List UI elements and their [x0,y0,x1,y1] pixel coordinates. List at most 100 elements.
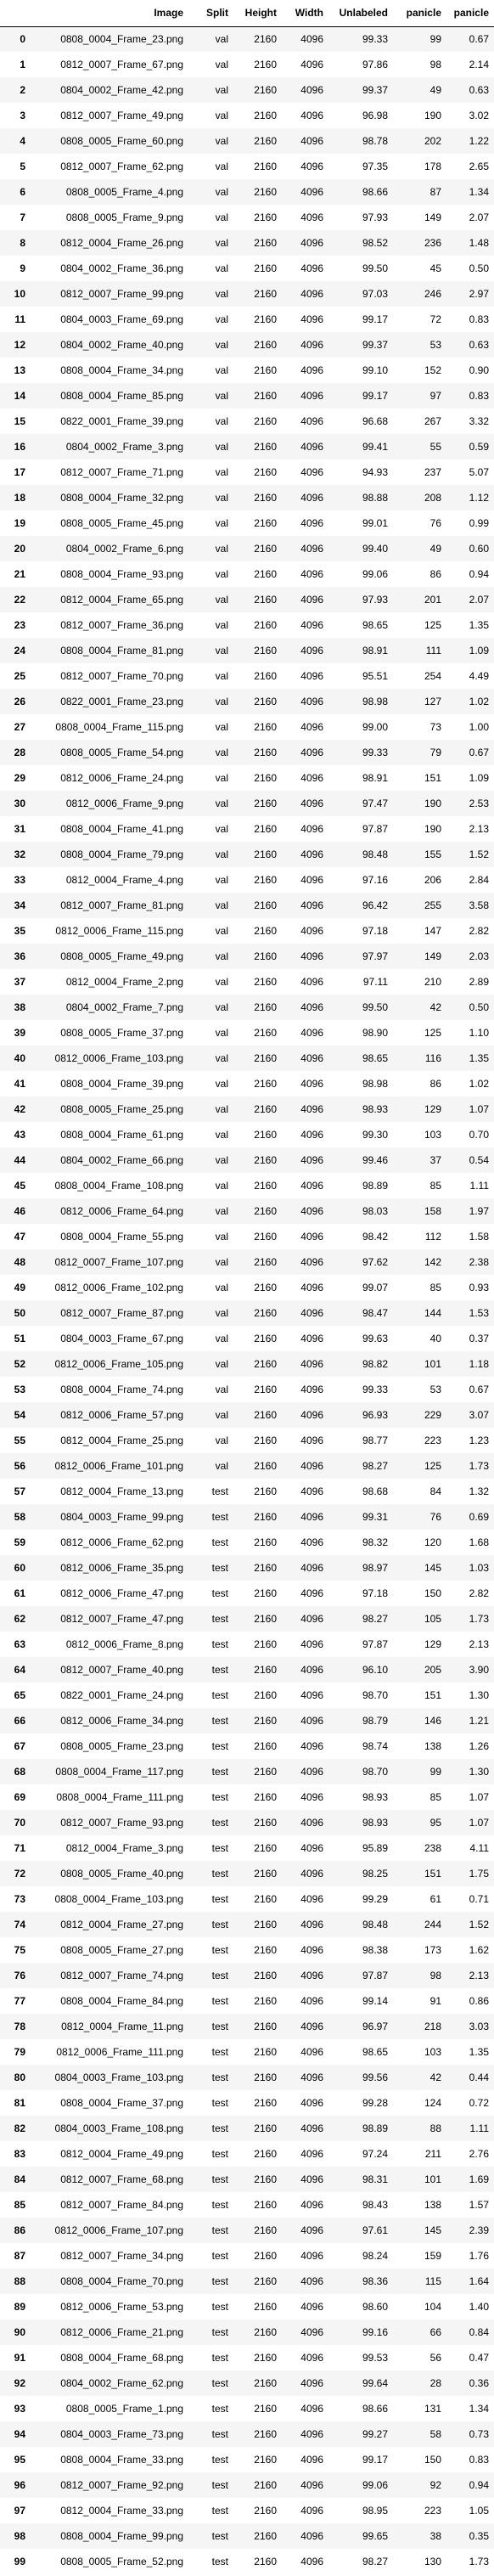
panicle-percent-cell: 1.12 [469,492,489,504]
unlabeled-cell: 99.65 [362,2530,388,2542]
panicle-count-cell: 86 [429,1078,441,1090]
panicle-percent-cell: 2.07 [469,211,489,223]
split-cell: val [215,1358,228,1370]
image-cell: 0812_0006_Frame_111.png [56,2046,183,2058]
panicle-percent-cell: 1.52 [469,848,489,860]
height-cell: 2160 [254,976,277,988]
width-cell: 4096 [300,135,323,147]
width-cell: 4096 [300,161,323,172]
height-cell: 2160 [254,415,277,427]
table-row: 5 0812_0007_Frame_62.png val 2160 4096 97.35 1… [0,154,494,179]
panicle-percent-cell: 1.05 [469,2505,489,2517]
row-index: 10 [14,288,25,300]
table-row: 43 0808_0004_Frame_61.png val 2160 4096 99.30… [0,1122,494,1147]
height-cell: 2160 [254,696,277,707]
panicle-count-cell: 267 [424,415,441,427]
panicle-count-cell: 38 [429,2530,441,2542]
height-cell: 2160 [254,1919,277,1931]
table-row: 25 0812_0007_Frame_70.png val 2160 4096 95.51… [0,663,494,689]
width-cell: 4096 [300,925,323,937]
row-index: 1 [20,59,25,70]
height-cell: 2160 [254,1715,277,1727]
panicle-count-cell: 129 [424,1638,441,1650]
panicle-percent-cell: 1.00 [469,721,489,733]
row-index: 65 [14,1689,25,1701]
row-index: 74 [14,1919,25,1931]
height-cell: 2160 [254,721,277,733]
panicle-count-cell: 246 [424,288,441,300]
width-cell: 4096 [300,1103,323,1115]
image-cell: 0808_0004_Frame_34.png [60,364,183,376]
image-cell: 0808_0004_Frame_39.png [60,1078,183,1090]
split-cell: test [211,2072,228,2083]
table-row: 9 0804_0002_Frame_36.png val 2160 4096 99.50 4… [0,256,494,281]
unlabeled-cell: 97.93 [362,594,388,606]
table-row: 28 0808_0005_Frame_54.png val 2160 4096 99.33… [0,740,494,765]
image-cell: 0808_0005_Frame_54.png [60,747,183,758]
table-row: 50 0812_0007_Frame_87.png val 2160 4096 98.47… [0,1300,494,1326]
width-cell: 4096 [300,670,323,682]
unlabeled-cell: 99.50 [362,262,388,274]
image-cell: 0808_0004_Frame_55.png [60,1231,183,1243]
panicle-count-cell: 84 [429,1485,441,1497]
height-cell: 2160 [254,1842,277,1854]
panicle-count-cell: 98 [429,1970,441,1981]
split-cell: test [211,2046,228,2058]
width-cell: 4096 [300,568,323,580]
row-index: 99 [14,2556,25,2568]
width-cell: 4096 [300,33,323,46]
unlabeled-cell: 98.89 [362,1180,388,1192]
unlabeled-cell: 98.66 [362,2403,388,2415]
split-cell: test [211,1791,228,1803]
row-index: 94 [14,2428,25,2440]
width-cell: 4096 [300,313,323,325]
height-cell: 2160 [254,2556,277,2568]
width-cell: 4096 [300,441,323,453]
panicle-count-cell: 85 [429,1180,441,1192]
unlabeled-cell: 98.70 [362,1689,388,1701]
split-cell: val [215,798,228,809]
width-cell: 4096 [300,492,323,504]
width-cell: 4096 [300,823,323,835]
table-row: 68 0808_0004_Frame_117.png test 2160 4096 98.… [0,1759,494,1784]
panicle-percent-cell: 1.35 [469,619,489,631]
unlabeled-cell: 98.25 [362,1868,388,1880]
row-index: 61 [14,1587,25,1599]
image-cell: 0808_0004_Frame_61.png [60,1129,183,1141]
split-cell: test [211,2556,228,2568]
panicle-count-cell: 201 [424,594,441,606]
image-cell: 0812_0006_Frame_47.png [60,1587,183,1599]
row-index: 2 [20,84,25,96]
panicle-count-cell: 125 [424,1027,441,1039]
width-cell: 4096 [300,721,323,733]
unlabeled-cell: 99.06 [362,2479,388,2491]
unlabeled-cell: 98.36 [362,2275,388,2287]
image-column-header: Image [31,0,188,27]
image-cell: 0808_0005_Frame_60.png [60,135,183,147]
row-index: 58 [14,1511,25,1523]
image-cell: 0812_0007_Frame_62.png [60,161,183,172]
image-cell: 0812_0004_Frame_49.png [60,2148,183,2160]
panicle-percent-cell: 1.97 [469,1205,489,1217]
height-cell: 2160 [254,1562,277,1574]
table-row: 65 0822_0001_Frame_24.png test 2160 4096 98.7… [0,1683,494,1708]
row-index: 64 [14,1664,25,1676]
row-index: 53 [14,1384,25,1395]
width-cell: 4096 [300,1435,323,1446]
split-cell: test [211,1868,228,1880]
panicle-count-cell: 58 [429,2428,441,2440]
width-cell: 4096 [300,1511,323,1523]
width-cell: 4096 [300,2021,323,2032]
panicle-count-cell: 72 [429,313,441,325]
height-cell: 2160 [254,568,277,580]
panicle-count-cell: 254 [424,670,441,682]
panicle-percent-cell: 3.03 [469,2021,489,2032]
height-cell: 2160 [254,1868,277,1880]
unlabeled-cell: 97.47 [362,798,388,809]
height-cell: 2160 [254,517,277,529]
height-cell: 2160 [254,2097,277,2109]
split-cell: test [211,1740,228,1752]
width-cell: 4096 [300,1409,323,1421]
image-cell: 0812_0007_Frame_70.png [60,670,183,682]
